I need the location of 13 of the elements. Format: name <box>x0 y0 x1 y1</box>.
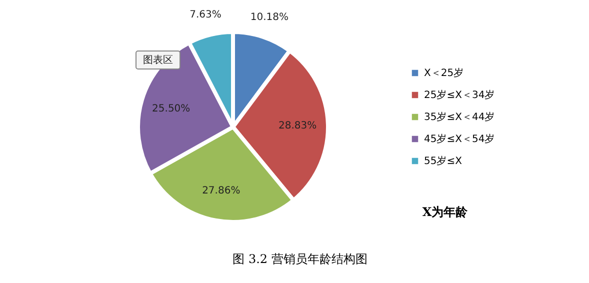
legend-label: 25岁≤X＜34岁 <box>424 89 495 101</box>
legend-label: 45岁≤X＜54岁 <box>424 133 495 145</box>
legend-label: 35岁≤X＜44岁 <box>424 111 495 123</box>
text: 图表区 <box>143 54 173 66</box>
data-label: 27.86% <box>202 186 240 196</box>
legend-label: 55岁≤X <box>424 155 462 167</box>
legend-label: X＜25岁 <box>424 67 464 79</box>
data-label: 7.63% <box>190 9 222 20</box>
data-label: 10.18% <box>250 12 289 23</box>
caption: 图 3.2 营销员年龄结构图 <box>232 252 368 266</box>
data-label: 25.50% <box>152 104 190 115</box>
text: X为年龄 <box>422 205 469 219</box>
data-label: 28.83% <box>278 120 317 132</box>
